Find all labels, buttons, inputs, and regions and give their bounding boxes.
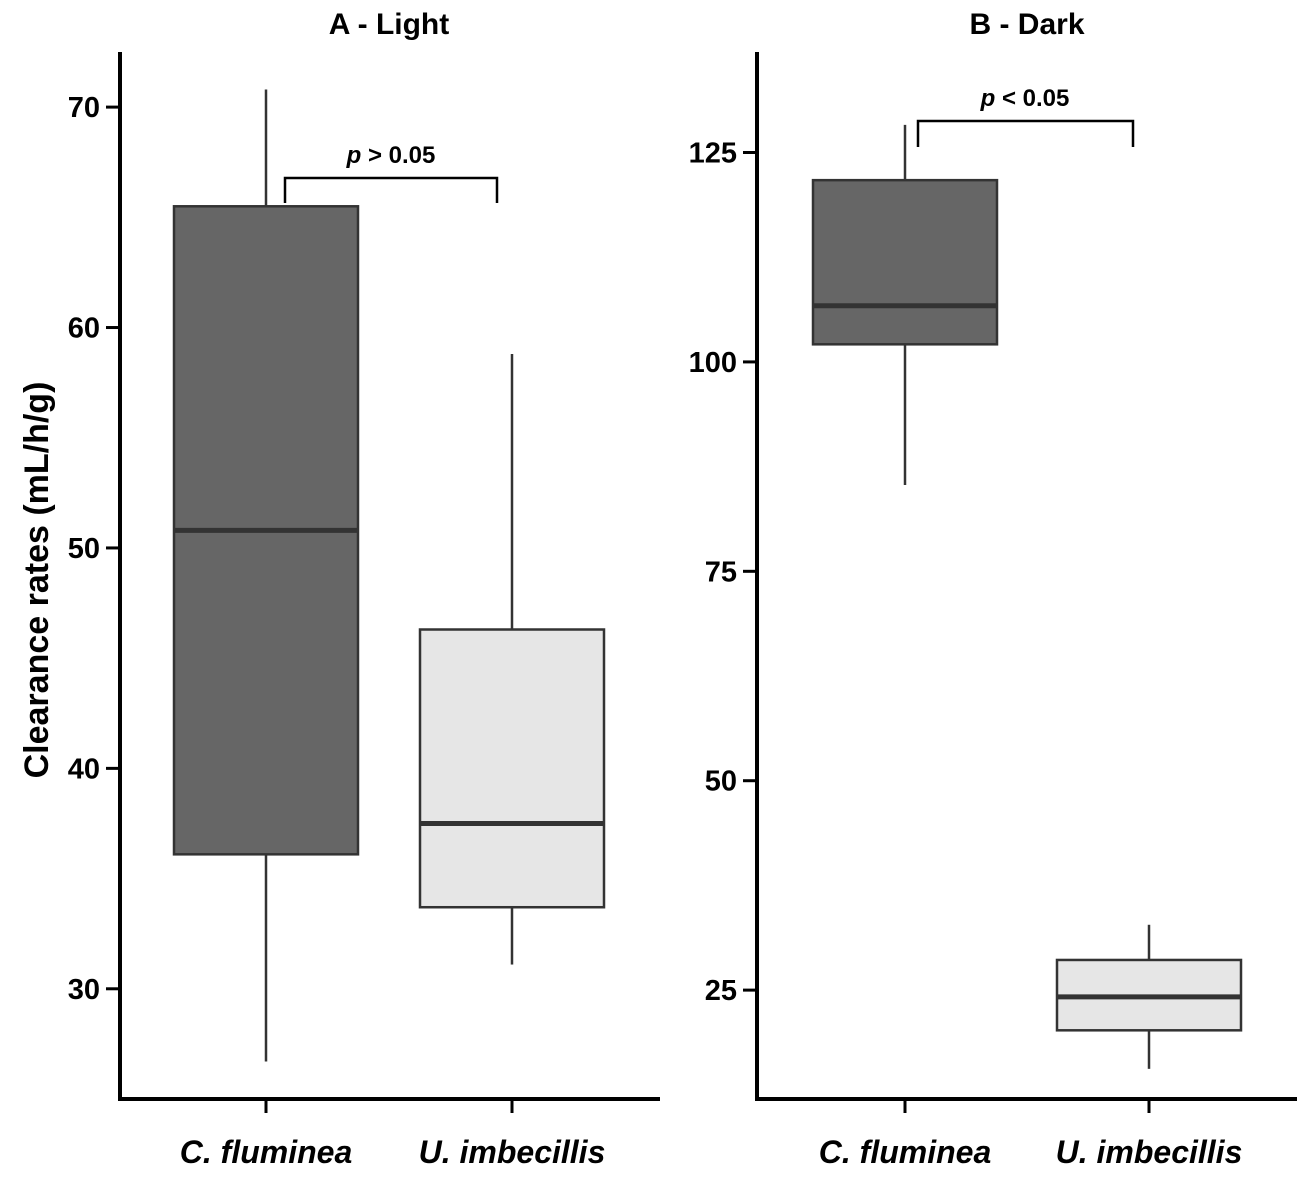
panel-b-u-imbecillis-x-tick-label: U. imbecillis bbox=[1056, 1134, 1243, 1170]
panel-b-bracket-line bbox=[916, 119, 1135, 147]
panel-a-p-value: p > 0.05 bbox=[346, 142, 436, 169]
panel-b-y-tick-label: 50 bbox=[705, 766, 737, 798]
panel-a-u-imbecillis-box bbox=[418, 628, 606, 909]
panel-b-p-symbol: p bbox=[980, 85, 996, 112]
panel-b-c-fluminea-box bbox=[811, 178, 999, 346]
panel-b-title: B - Dark bbox=[969, 8, 1084, 41]
panel-a-y-tick-label: 30 bbox=[68, 974, 100, 1006]
panel-b-y-tick-label: 100 bbox=[689, 347, 737, 379]
panel-a-u-imbecillis-x-tick-label: U. imbecillis bbox=[419, 1134, 606, 1170]
panel-a-light: A - Light 30 40 50 60 70 C. fluminea U. imbec… bbox=[68, 8, 660, 1170]
panel-b-y-tick-label: 125 bbox=[689, 138, 737, 170]
panel-a-y-tick-label: 60 bbox=[68, 313, 100, 345]
panel-b-dark: B - Dark 25 50 75 100 125 C. fluminea U. imbe… bbox=[689, 8, 1297, 1170]
panel-a-title: A - Light bbox=[329, 8, 450, 41]
y-axis-label: Clearance rates (mL/h/g) bbox=[18, 382, 56, 779]
panel-a-y-tick-label: 40 bbox=[68, 753, 100, 785]
panel-a-bracket-line bbox=[283, 176, 499, 203]
panel-a-y-tick-label: 50 bbox=[68, 533, 100, 565]
panel-a-p-symbol: p bbox=[346, 142, 362, 169]
panel-b-y-tick-label: 75 bbox=[705, 556, 737, 588]
panel-a-p-text: > 0.05 bbox=[361, 142, 435, 169]
panel-b-p-text: < 0.05 bbox=[995, 85, 1069, 112]
panel-b-c-fluminea-x-tick-label: C. fluminea bbox=[819, 1134, 991, 1170]
panel-a-c-fluminea-x-tick-label: C. fluminea bbox=[180, 1134, 352, 1170]
panel-a-y-tick-label: 70 bbox=[68, 92, 100, 124]
panel-b-y-tick-label: 25 bbox=[705, 975, 737, 1007]
panel-a-comparison-bracket: p > 0.05 bbox=[283, 142, 499, 203]
panel-b-p-value: p < 0.05 bbox=[980, 85, 1070, 112]
panel-b-comparison-bracket: p < 0.05 bbox=[916, 85, 1135, 147]
